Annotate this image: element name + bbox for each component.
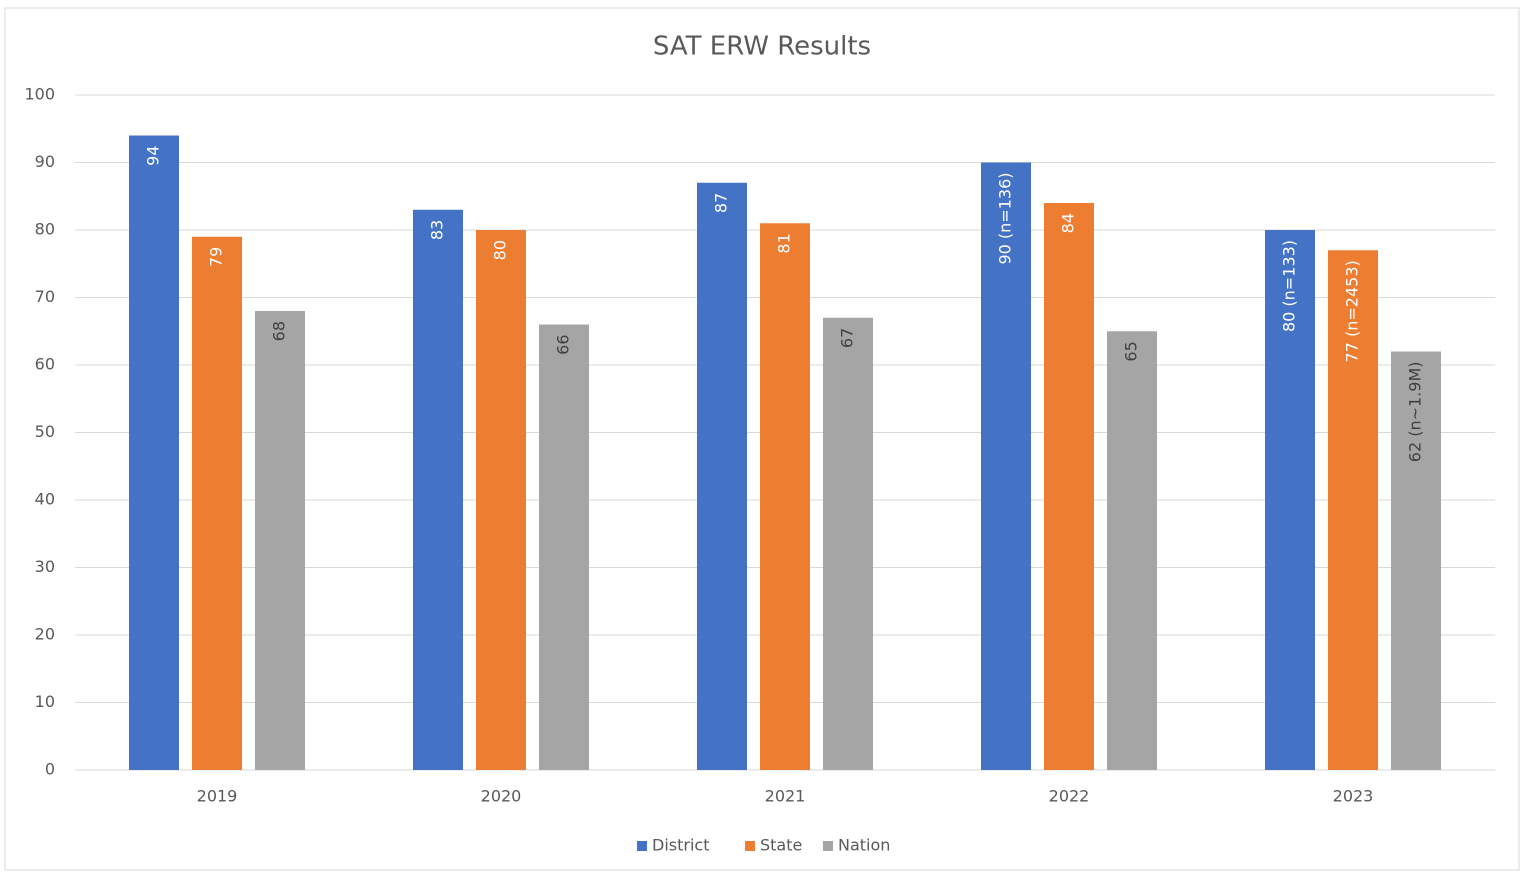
y-tick-label: 50 (35, 422, 55, 441)
data-label: 81 (775, 233, 794, 253)
data-label: 90 (n=136) (996, 173, 1015, 265)
bar (760, 223, 810, 770)
bar (192, 236, 242, 770)
bar (1265, 230, 1315, 770)
data-label: 62 (n~1.9M) (1406, 362, 1425, 463)
bar (1107, 331, 1157, 770)
data-label: 84 (1059, 213, 1078, 233)
x-tick-label: 2022 (1049, 787, 1090, 806)
bar (823, 317, 873, 770)
y-tick-label: 90 (35, 152, 55, 171)
legend-swatch (823, 841, 833, 851)
legend-label: District (652, 836, 709, 855)
bar (1044, 203, 1094, 770)
bar (1391, 351, 1441, 770)
data-label: 80 (491, 240, 510, 260)
bar (539, 324, 589, 770)
data-label: 83 (428, 220, 447, 240)
y-tick-label: 100 (24, 85, 55, 104)
y-tick-label: 60 (35, 355, 55, 374)
x-tick-label: 2023 (1333, 787, 1374, 806)
data-label: 66 (554, 335, 573, 355)
x-tick-label: 2020 (481, 787, 522, 806)
legend-swatch (637, 841, 647, 851)
x-tick-label: 2021 (765, 787, 806, 806)
bar (476, 230, 526, 770)
data-label: 77 (n=2453) (1343, 260, 1362, 362)
data-label: 68 (270, 321, 289, 341)
legend-label: State (760, 836, 802, 855)
y-tick-label: 20 (35, 625, 55, 644)
data-label: 67 (838, 328, 857, 348)
y-tick-label: 10 (35, 692, 55, 711)
data-label: 79 (207, 247, 226, 267)
bar (255, 311, 305, 770)
bar (413, 209, 463, 770)
data-label: 94 (144, 146, 163, 166)
bar (981, 162, 1031, 770)
data-label: 65 (1122, 341, 1141, 361)
bar (1328, 250, 1378, 770)
data-label: 87 (712, 193, 731, 213)
y-tick-label: 80 (35, 220, 55, 239)
y-tick-label: 40 (35, 490, 55, 509)
legend-label: Nation (838, 836, 890, 855)
chart-title: SAT ERW Results (653, 32, 871, 62)
bar (129, 135, 179, 770)
y-tick-label: 0 (45, 760, 55, 779)
bar (697, 182, 747, 770)
y-tick-label: 30 (35, 557, 55, 576)
x-tick-label: 2019 (197, 787, 238, 806)
legend-swatch (745, 841, 755, 851)
y-tick-label: 70 (35, 287, 55, 306)
data-label: 80 (n=133) (1280, 240, 1299, 332)
